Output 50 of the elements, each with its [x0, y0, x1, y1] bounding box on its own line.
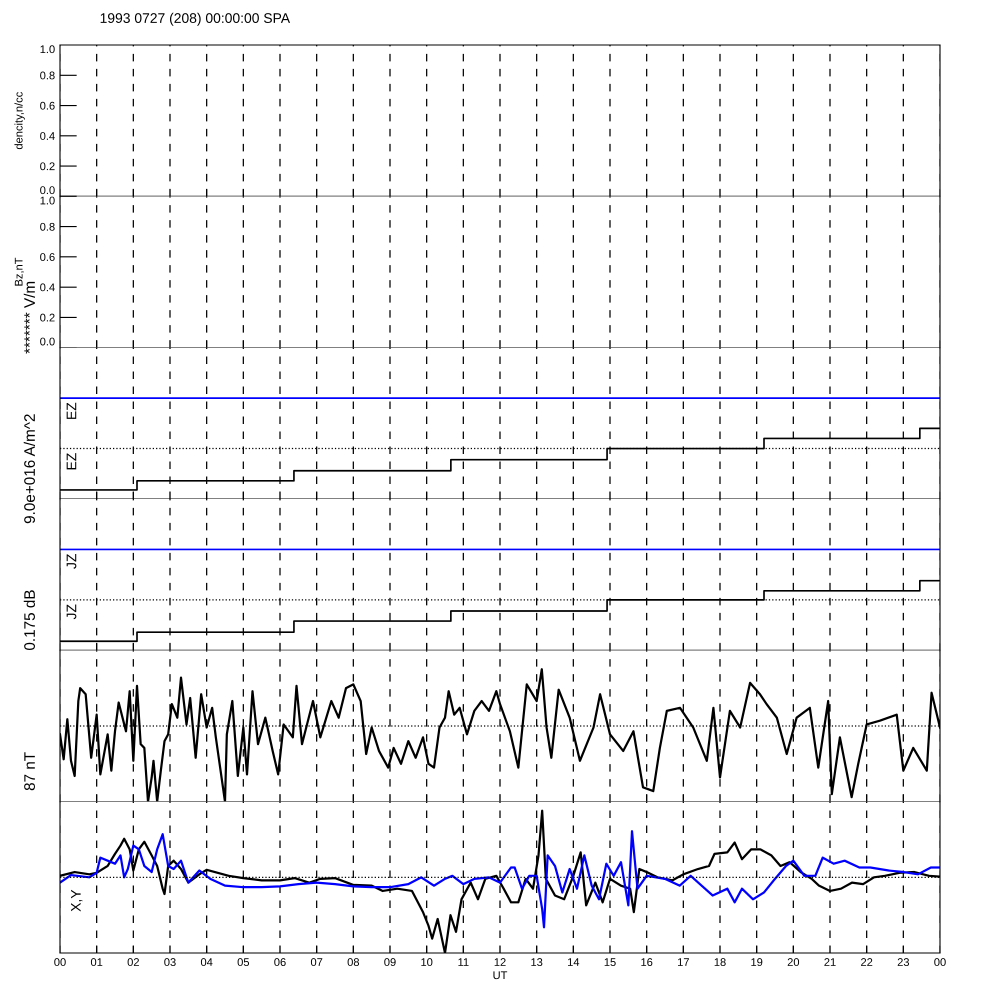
x-tick-label: 12	[494, 958, 506, 966]
y-tick-label: 0.4	[40, 283, 55, 292]
x-tick-label: 10	[421, 958, 432, 966]
annotation: EZ	[66, 453, 76, 470]
y-tick-label: 0.0	[40, 186, 55, 194]
y-tick-label: 0.8	[40, 72, 55, 80]
y-axis-title: dencity,n/cc	[14, 92, 25, 150]
x-axis-title: UT	[493, 971, 508, 980]
x-tick-label: 22	[861, 958, 872, 966]
y-axis-title: Bz,nT	[14, 258, 24, 286]
x-tick-label: 02	[128, 958, 139, 966]
x-tick-label: 00	[54, 958, 66, 966]
y-tick-label: 0.6	[40, 253, 55, 261]
x-tick-label: 14	[568, 958, 580, 966]
x-tick-label: 16	[641, 958, 652, 966]
x-tick-label: 15	[604, 958, 616, 966]
x-tick-label: 13	[531, 958, 542, 966]
x-tick-label: 06	[274, 958, 286, 966]
annotation: JZ	[66, 604, 76, 620]
x-tick-label: 19	[751, 958, 762, 966]
y-tick-label: 1.0	[40, 45, 55, 54]
x-tick-label: 23	[898, 958, 910, 966]
x-tick-label: 11	[458, 958, 469, 966]
x-tick-label: 17	[678, 958, 689, 966]
chart-title: 1993 0727 (208) 00:00:00 SPA	[100, 12, 290, 26]
y-tick-label: 0.2	[40, 162, 55, 170]
annotation: JZ	[66, 554, 76, 569]
x-tick-label: 21	[824, 958, 836, 966]
x-tick-label: 03	[164, 958, 176, 966]
y-axis-title: 0.175 dB	[24, 590, 35, 650]
x-tick-label: 01	[90, 958, 102, 966]
x-tick-label: 09	[384, 958, 396, 966]
y-tick-label: 0.6	[40, 102, 55, 110]
y-tick-label: 0.0	[40, 338, 55, 346]
x-tick-label: 20	[788, 958, 800, 966]
x-tick-label: 18	[714, 958, 726, 966]
x-tick-label: 07	[310, 958, 322, 966]
x-tick-label: 08	[348, 958, 360, 966]
y-axis-title: 87 nT	[24, 752, 35, 790]
y-axis-title: 9.0e+016 A/m^2	[24, 414, 35, 524]
y-tick-label: 0.8	[40, 222, 55, 231]
y-tick-label: 1.0	[40, 196, 55, 204]
x-tick-label: 04	[200, 958, 213, 966]
y-axis-title: ******* V/m	[24, 282, 35, 354]
annotation: EZ	[66, 402, 76, 419]
y-tick-label: 0.4	[40, 132, 55, 140]
x-tick-label: 00	[934, 958, 946, 966]
x-tick-label: 05	[238, 958, 250, 966]
annotation: X,Y	[71, 890, 82, 912]
y-tick-label: 0.2	[40, 314, 55, 322]
